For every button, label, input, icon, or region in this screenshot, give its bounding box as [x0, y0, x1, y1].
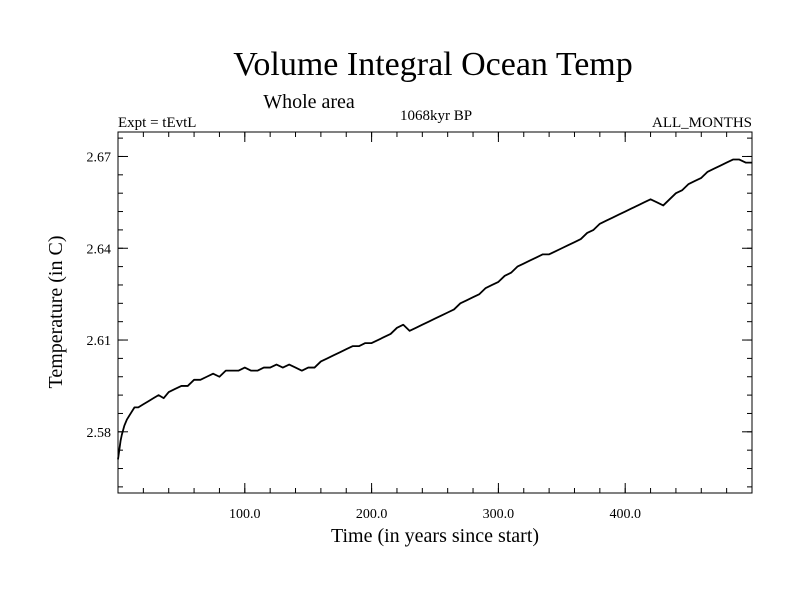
- y-tick-label: 2.61: [87, 334, 112, 349]
- y-tick-label: 2.67: [87, 150, 112, 165]
- chart-subtitle: Whole area: [263, 91, 355, 113]
- months-label: ALL_MONTHS: [652, 115, 752, 131]
- x-tick-label: 400.0: [609, 507, 641, 522]
- axes: 100.0 200.0 300.0 400.0 2.58 2.61 2.64 2.67: [87, 132, 752, 522]
- x-tick-label: 300.0: [483, 507, 515, 522]
- period-label: 1068kyr BP: [400, 108, 472, 124]
- chart-title: Volume Integral Ocean Temp: [233, 46, 633, 83]
- series-layer: [117, 158, 752, 460]
- y-axis-label: Temperature (in C): [45, 236, 67, 389]
- x-tick-label: 200.0: [356, 507, 388, 522]
- series-line: [117, 158, 752, 460]
- x-tick-label: 100.0: [229, 507, 261, 522]
- experiment-label: Expt = tEvtL: [118, 115, 196, 131]
- y-tick-label: 2.64: [87, 242, 112, 257]
- plot-frame: [117, 131, 753, 494]
- y-tick-label: 2.58: [87, 426, 112, 441]
- x-axis-label: Time (in years since start): [331, 525, 539, 547]
